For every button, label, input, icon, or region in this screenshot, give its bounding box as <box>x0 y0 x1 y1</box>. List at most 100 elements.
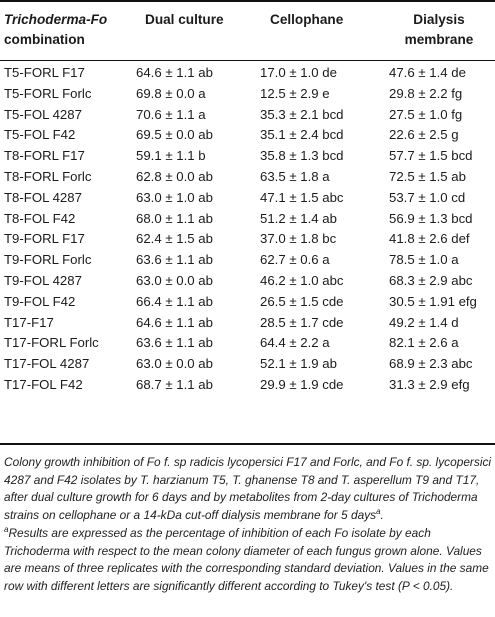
row-combination: T17-F17 <box>4 314 54 330</box>
row-cellophane: 52.1 ± 1.9 ab <box>260 356 337 372</box>
row-combination: T8-FOL F42 <box>4 210 76 226</box>
row-dual-culture: 64.6 ± 1.1 ab <box>136 65 213 80</box>
caption-text-1: Colony growth inhibition of Fo f. sp rad… <box>4 455 492 523</box>
row-dual-culture: 64.6 ± 1.1 ab <box>136 314 213 330</box>
table-row: T8-FORL Forlc 62.8 ± 0.0 ab 63.5 ± 1.8 a 72… <box>0 167 495 188</box>
table-row: T17-F17 64.6 ± 1.1 ab 28.5 ± 1.7 cde 49.2 ±… <box>0 313 495 334</box>
row-dual-culture: 69.8 ± 0.0 a <box>136 85 206 101</box>
row-combination: T5-FORL F17 <box>4 65 85 80</box>
row-combination: T17-FORL Forlc <box>4 335 99 351</box>
row-combination: T9-FORL F17 <box>4 231 85 247</box>
header-dialysis-line1: Dialysis <box>413 12 465 27</box>
table-row: T9-FOL F42 66.4 ± 1.1 ab 26.5 ± 1.5 cde 30.… <box>0 292 495 313</box>
header-combination-line2: combination <box>4 32 85 47</box>
table-body: T5-FORL F17 64.6 ± 1.1 ab 17.0 ± 1.0 de 47.… <box>0 63 495 396</box>
row-combination: T8-FOL 4287 <box>4 189 82 205</box>
row-cellophane: 37.0 ± 1.8 bc <box>260 231 337 247</box>
row-dialysis: 68.9 ± 2.3 abc <box>389 356 473 372</box>
row-combination: T9-FOL F42 <box>4 293 76 309</box>
row-dual-culture: 70.6 ± 1.1 a <box>136 106 206 122</box>
row-cellophane: 62.7 ± 0.6 a <box>260 252 330 268</box>
row-dual-culture: 63.0 ± 1.0 ab <box>136 189 213 205</box>
row-combination: T9-FORL Forlc <box>4 252 92 268</box>
row-combination: T5-FORL Forlc <box>4 85 92 101</box>
row-dual-culture: 62.8 ± 0.0 ab <box>136 168 213 184</box>
row-combination: T5-FOL F42 <box>4 127 76 143</box>
row-dual-culture: 68.0 ± 1.1 ab <box>136 210 213 226</box>
row-dialysis: 49.2 ± 1.4 d <box>389 314 459 330</box>
row-cellophane: 12.5 ± 2.9 e <box>260 85 330 101</box>
table-row: T8-FOL F42 68.0 ± 1.1 ab 51.2 ± 1.4 ab 56.9… <box>0 209 495 230</box>
header-separator-rule <box>0 60 495 61</box>
row-dialysis: 72.5 ± 1.5 ab <box>389 168 466 184</box>
row-dialysis: 29.8 ± 2.2 fg <box>389 85 463 101</box>
row-dual-culture: 69.5 ± 0.0 ab <box>136 127 213 143</box>
row-combination: T5-FOL 4287 <box>4 106 82 122</box>
header-dual-culture: Dual culture <box>145 10 224 30</box>
row-dialysis: 30.5 ± 1.91 efg <box>389 293 477 309</box>
row-combination: T8-FORL Forlc <box>4 168 92 184</box>
caption-paragraph-2: aResults are expressed as the percentage… <box>4 525 492 596</box>
row-dialysis: 68.3 ± 2.9 abc <box>389 272 473 288</box>
row-dialysis: 41.8 ± 2.6 def <box>389 231 470 247</box>
row-dialysis: 82.1 ± 2.6 a <box>389 335 459 351</box>
table-row: T8-FOL 4287 63.0 ± 1.0 ab 47.1 ± 1.5 abc 53… <box>0 188 495 209</box>
row-cellophane: 64.4 ± 2.2 a <box>260 335 330 351</box>
header-combination: Trichoderma-Fo combination <box>4 10 107 50</box>
row-dual-culture: 59.1 ± 1.1 b <box>136 148 206 164</box>
table-top-rule <box>0 0 495 2</box>
table-row: T5-FORL Forlc 69.8 ± 0.0 a 12.5 ± 2.9 e 29.… <box>0 84 495 105</box>
row-cellophane: 63.5 ± 1.8 a <box>260 168 330 184</box>
caption-paragraph-1: Colony growth inhibition of Fo f. sp rad… <box>4 454 492 525</box>
row-dual-culture: 62.4 ± 1.5 ab <box>136 231 213 247</box>
row-dual-culture: 63.0 ± 0.0 ab <box>136 272 213 288</box>
row-dual-culture: 68.7 ± 1.1 ab <box>136 376 213 392</box>
table-row: T9-FOL 4287 63.0 ± 0.0 ab 46.2 ± 1.0 abc 68… <box>0 271 495 292</box>
table-row: T5-FOL 4287 70.6 ± 1.1 a 35.3 ± 2.1 bcd 27.… <box>0 105 495 126</box>
row-combination: T17-FOL 4287 <box>4 356 90 372</box>
header-dual-culture-label: Dual culture <box>145 12 224 27</box>
header-cellophane-label: Cellophane <box>270 12 344 27</box>
row-combination: T8-FORL F17 <box>4 148 85 164</box>
row-cellophane: 35.1 ± 2.4 bcd <box>260 127 344 143</box>
row-cellophane: 29.9 ± 1.9 cde <box>260 376 344 392</box>
row-dialysis: 22.6 ± 2.5 g <box>389 127 459 143</box>
header-dialysis-membrane: Dialysis membrane <box>394 10 484 50</box>
row-dialysis: 78.5 ± 1.0 a <box>389 252 459 268</box>
row-dual-culture: 63.6 ± 1.1 ab <box>136 252 213 268</box>
row-dialysis: 53.7 ± 1.0 cd <box>389 189 466 205</box>
row-combination: T9-FOL 4287 <box>4 272 82 288</box>
row-dialysis: 27.5 ± 1.0 fg <box>389 106 463 122</box>
table-row: T9-FORL Forlc 63.6 ± 1.1 ab 62.7 ± 0.6 a 78… <box>0 250 495 271</box>
header-cellophane: Cellophane <box>270 10 343 30</box>
table-row: T5-FOL F42 69.5 ± 0.0 ab 35.1 ± 2.4 bcd 22.… <box>0 125 495 146</box>
row-cellophane: 46.2 ± 1.0 abc <box>260 272 344 288</box>
row-combination: T17-FOL F42 <box>4 376 83 392</box>
row-cellophane: 17.0 ± 1.0 de <box>260 65 337 80</box>
row-dialysis: 56.9 ± 1.3 bcd <box>389 210 473 226</box>
row-dialysis: 47.6 ± 1.4 de <box>389 65 466 80</box>
table-bottom-rule <box>0 443 495 445</box>
row-cellophane: 35.8 ± 1.3 bcd <box>260 148 344 164</box>
row-dialysis: 57.7 ± 1.5 bcd <box>389 148 473 164</box>
row-cellophane: 47.1 ± 1.5 abc <box>260 189 344 205</box>
table-caption: Colony growth inhibition of Fo f. sp rad… <box>4 454 492 596</box>
caption-text-1-end: . <box>380 508 384 523</box>
table-row: T9-FORL F17 62.4 ± 1.5 ab 37.0 ± 1.8 bc 41.… <box>0 229 495 250</box>
row-dual-culture: 66.4 ± 1.1 ab <box>136 293 213 309</box>
row-cellophane: 26.5 ± 1.5 cde <box>260 293 344 309</box>
row-dialysis: 31.3 ± 2.9 efg <box>389 376 470 392</box>
caption-footnote-marker: a <box>376 507 381 517</box>
row-dual-culture: 63.6 ± 1.1 ab <box>136 335 213 351</box>
table-row: T17-FORL Forlc 63.6 ± 1.1 ab 64.4 ± 2.2 a 8… <box>0 333 495 354</box>
header-dialysis-line2: membrane <box>404 32 474 47</box>
row-cellophane: 28.5 ± 1.7 cde <box>260 314 344 330</box>
table-row: T17-FOL F42 68.7 ± 1.1 ab 29.9 ± 1.9 cde 31… <box>0 375 495 396</box>
table-row: T5-FORL F17 64.6 ± 1.1 ab 17.0 ± 1.0 de 47.… <box>0 63 495 84</box>
row-cellophane: 51.2 ± 1.4 ab <box>260 210 337 226</box>
footnote-marker: a <box>4 524 9 534</box>
row-cellophane: 35.3 ± 2.1 bcd <box>260 106 344 122</box>
row-dual-culture: 63.0 ± 0.0 ab <box>136 356 213 372</box>
table-row: T17-FOL 4287 63.0 ± 0.0 ab 52.1 ± 1.9 ab 68… <box>0 354 495 375</box>
